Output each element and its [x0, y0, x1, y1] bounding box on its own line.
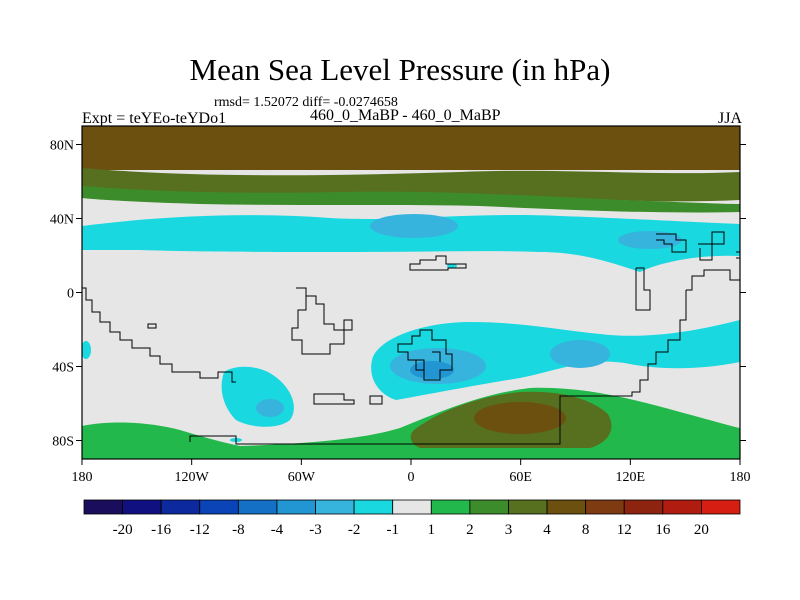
colorbar-swatch	[237, 499, 278, 515]
colorbar-swatch	[430, 499, 471, 515]
colorbar-swatch	[353, 499, 394, 515]
x-tick-label: 60E	[509, 470, 532, 485]
experiment-label: Expt = teYEo-teYDo1	[82, 110, 227, 127]
colorbar-swatch	[469, 499, 509, 515]
colorbar-swatch	[315, 499, 355, 515]
colorbar-label: 1	[428, 522, 436, 538]
colorbar-swatch	[546, 499, 587, 515]
colorbar-swatch	[122, 499, 162, 515]
colorbar-label: 20	[694, 522, 709, 538]
pressure-field	[82, 126, 740, 459]
colorbar-label: -16	[151, 522, 171, 538]
y-tick-label: 80S	[52, 435, 74, 450]
south-pacific-low	[256, 399, 284, 417]
colorbar-swatch	[508, 499, 548, 515]
experiment-name: 460_0_MaBP - 460_0_MaBP	[310, 107, 501, 124]
colorbar-swatch	[392, 499, 432, 515]
colorbar-label: -3	[309, 522, 322, 538]
x-tick-label: 60W	[288, 470, 316, 485]
small-negative-west	[82, 341, 91, 359]
stats-subtitle: rmsd= 1.52072 diff= -0.0274658	[214, 95, 398, 110]
colorbar-swatch	[83, 499, 123, 515]
colorbar-label: 2	[466, 522, 474, 538]
colorbar-label: 16	[655, 522, 671, 538]
axes: 180 120W 60W 0 60E 120E 180 80N 40N 0 40S 80S	[50, 139, 751, 486]
y-tick-label: 40N	[50, 213, 74, 228]
colorbar-label: -20	[113, 522, 133, 538]
colorbar-label: -2	[348, 522, 361, 538]
y-tick-label: 80N	[50, 139, 74, 154]
colorbar: -20 -16 -12 -8 -4 -3 -2 -1 1 2 3 4 8 12 16 20	[83, 499, 741, 538]
colorbar-label: 4	[543, 522, 551, 538]
colorbar-label: -1	[386, 522, 399, 538]
colorbar-swatch	[160, 499, 201, 515]
y-tick-label: 40S	[52, 361, 74, 376]
south-indian-low	[550, 340, 610, 368]
south-indian-high-core	[474, 402, 566, 434]
colorbar-swatch	[585, 499, 625, 515]
colorbar-swatch	[701, 499, 741, 515]
colorbar-label: -8	[232, 522, 245, 538]
colorbar-label: 3	[505, 522, 513, 538]
colorbar-swatch	[623, 499, 664, 515]
colorbar-label: -4	[271, 522, 284, 538]
season-label: JJA	[717, 110, 742, 127]
north-atlantic-low	[370, 214, 458, 238]
coastlines	[82, 231, 740, 445]
x-tick-label: 0	[408, 470, 415, 485]
x-tick-label: 180	[730, 470, 751, 485]
chart-title: Mean Sea Level Pressure (in hPa)	[189, 52, 611, 87]
x-tick-label: 120E	[616, 470, 646, 485]
colorbar-swatch	[199, 499, 239, 515]
x-tick-label: 120W	[175, 470, 210, 485]
colorbar-swatch	[276, 499, 316, 515]
y-tick-label: 0	[67, 287, 74, 302]
colorbar-label: -12	[190, 522, 210, 538]
small-negative-patch	[447, 263, 457, 269]
arctic-band	[82, 126, 740, 170]
south-atlantic-core	[410, 361, 454, 379]
colorbar-swatch	[662, 499, 702, 515]
subarctic-edge	[82, 186, 740, 213]
colorbar-label: 12	[617, 522, 632, 538]
mid-latitude-negative-band	[82, 215, 740, 272]
x-tick-label: 180	[72, 470, 93, 485]
colorbar-label: 8	[582, 522, 590, 538]
